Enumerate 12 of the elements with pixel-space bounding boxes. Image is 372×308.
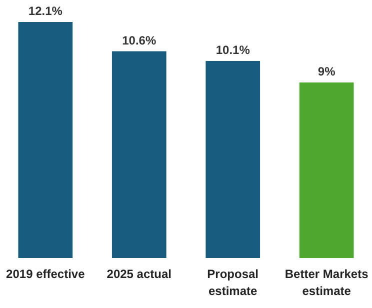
x-tick-label: 2019 effective <box>6 267 86 281</box>
data-label: 10.1% <box>216 43 250 58</box>
data-label: 10.6% <box>122 33 156 48</box>
x-tick-label: 2025 actual <box>106 267 172 281</box>
bar <box>112 51 166 258</box>
data-label: 9% <box>318 64 336 78</box>
data-label: 12.1% <box>28 4 63 18</box>
bar <box>299 82 354 258</box>
bar <box>18 22 73 258</box>
bar <box>206 61 260 258</box>
x-tick-label: Better Markets estimate <box>284 267 369 298</box>
x-tick-label: Proposal estimate <box>207 267 259 298</box>
